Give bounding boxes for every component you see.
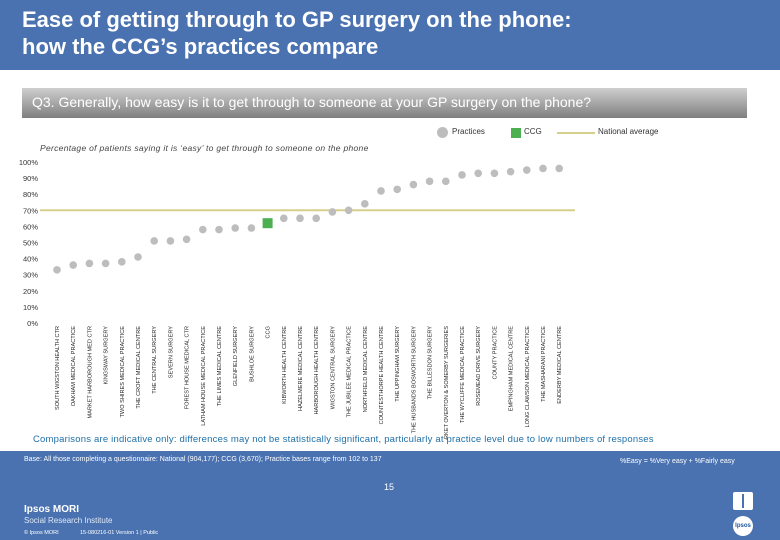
practice-point bbox=[85, 259, 94, 268]
practice-point bbox=[118, 258, 126, 266]
practice-point bbox=[393, 185, 402, 194]
base-text: Base: All those completing a questionnai… bbox=[24, 456, 382, 463]
practice-point bbox=[134, 253, 142, 261]
x-category-label: FOREST HOUSE MEDICAL CTR bbox=[185, 326, 191, 409]
x-category-label: THE MASHARANI PRACTICE bbox=[541, 326, 547, 402]
x-category-label: WIGSTON CENTRAL SURGERY bbox=[330, 326, 336, 409]
page-title: Ease of getting through to GP surgery on… bbox=[22, 7, 572, 59]
practice-point bbox=[182, 235, 191, 244]
copyright-text: © Ipsos MORI bbox=[24, 530, 59, 536]
practice-point bbox=[442, 177, 450, 186]
x-category-label: CCG bbox=[266, 326, 272, 338]
legend-ccg-label: CCG bbox=[524, 127, 542, 136]
legend-practices-marker bbox=[437, 127, 448, 138]
y-tick-label: 20% bbox=[23, 287, 38, 296]
practice-point bbox=[247, 224, 256, 232]
practice-point bbox=[344, 206, 353, 215]
y-tick-label: 70% bbox=[23, 206, 38, 215]
y-tick-label: 90% bbox=[23, 174, 38, 183]
question-banner: Q3. Generally, how easy is it to get thr… bbox=[22, 88, 747, 118]
x-category-label: ROSEMEAD DRIVE SURGERY bbox=[476, 326, 482, 406]
x-category-label: SOUTH WIGSTON HEALTH CTR bbox=[55, 326, 61, 410]
x-category-label: THE JUBILEE MEDICAL PRACTICE bbox=[347, 326, 353, 418]
x-category-label: THE CROFT MEDICAL CENTRE bbox=[136, 326, 142, 409]
practice-point bbox=[425, 177, 434, 186]
practice-point bbox=[377, 187, 385, 195]
x-category-label: THE UPPINGHAM SURGERY bbox=[395, 326, 401, 402]
x-category-label: HARBOROUGH HEALTH CENTRE bbox=[314, 326, 320, 415]
logo-subtitle: Social Research Institute bbox=[24, 516, 113, 525]
version-text: 15-080216-01 Version 1 | Public bbox=[80, 530, 159, 536]
y-tick-label: 30% bbox=[23, 271, 38, 280]
practice-point bbox=[409, 180, 418, 189]
x-category-label: THE LIMES MEDICAL CENTRE bbox=[217, 326, 223, 407]
x-category-label: THE BILLESDON SURGERY bbox=[428, 326, 434, 400]
legend-national-marker bbox=[557, 132, 595, 134]
practice-point bbox=[506, 167, 515, 176]
page-number: 15 bbox=[384, 482, 395, 492]
practice-point bbox=[474, 169, 483, 178]
scatter-chart: 0% 10% 20% 30% 40% 50% 60% 70% 80% 90% 100% SOUTH W… bbox=[19, 158, 575, 440]
practice-point bbox=[199, 225, 207, 234]
x-category-label: MARKET OVERTON & SOMERBY SURGERIES bbox=[444, 326, 450, 440]
x-category-label: LONG CLAWSON MEDICAL PRACTICE bbox=[525, 326, 531, 428]
chart-subtitle: Percentage of patients saying it is ‘eas… bbox=[40, 143, 369, 153]
ccg-marker bbox=[262, 218, 273, 229]
practice-point bbox=[555, 164, 563, 173]
x-category-label: ENDERBY MEDICAL CENTRE bbox=[557, 326, 563, 404]
practice-point bbox=[328, 208, 337, 216]
x-category-label: THE CENTRAL SURGERY bbox=[152, 326, 158, 394]
practice-point bbox=[215, 225, 223, 234]
comparison-note: Comparisons are indicative only: differe… bbox=[33, 434, 654, 445]
practice-point bbox=[312, 214, 321, 223]
x-category-label: EMPINGHAM MEDICAL CENTRE bbox=[509, 326, 515, 412]
x-category-label: OAKHAM MEDICAL PRACTICE bbox=[71, 326, 77, 407]
y-tick-label: 80% bbox=[23, 190, 38, 199]
practice-point bbox=[361, 200, 369, 208]
x-category-label: MARKET HARBOROUGH MED CTR bbox=[87, 326, 93, 419]
x-category-label: LATHAM HOUSE MEDICAL PRACTICE bbox=[201, 326, 207, 426]
x-category-label: KINGSWAY SURGERY bbox=[104, 326, 110, 385]
x-category-label: THE WYCLIFFE MEDICAL PRACTICE bbox=[460, 326, 466, 423]
practice-point bbox=[150, 237, 158, 245]
y-tick-label: 0% bbox=[27, 319, 38, 328]
x-category-label: BUSHLOE SURGERY bbox=[249, 326, 255, 382]
practice-point bbox=[53, 266, 61, 274]
y-tick-label: 40% bbox=[23, 255, 38, 264]
y-tick-label: 60% bbox=[23, 222, 38, 231]
x-category-label: GLENFIELD SURGERY bbox=[233, 326, 239, 386]
x-category-label: COUNTESTHORPE HEALTH CENTRE bbox=[379, 326, 385, 425]
y-tick-label: 10% bbox=[23, 303, 38, 312]
practice-point bbox=[523, 166, 531, 174]
y-tick-label: 100% bbox=[19, 158, 39, 167]
ipsos-mori-logo: Ipsos MORI bbox=[24, 504, 80, 515]
x-category-label: KIBWORTH HEALTH CENTRE bbox=[282, 326, 288, 404]
x-category-label: HAZELMERE MEDICAL CENTRE bbox=[298, 326, 304, 411]
practice-point bbox=[166, 237, 175, 245]
footer-bar bbox=[0, 451, 780, 540]
legend-national-label: National average bbox=[598, 127, 659, 136]
practice-point bbox=[69, 261, 77, 269]
x-category-label: TWO SHIRES MEDICAL PRACTICE bbox=[120, 326, 126, 418]
practice-point bbox=[280, 214, 288, 223]
legend-practices-label: Practices bbox=[452, 127, 485, 136]
practice-point bbox=[296, 214, 304, 223]
legend-ccg-marker bbox=[511, 128, 521, 138]
practice-point bbox=[101, 259, 110, 268]
title-bar: Ease of getting through to GP surgery on… bbox=[0, 0, 780, 70]
x-category-label: NORTHFIELD MEDICAL CENTRE bbox=[363, 326, 369, 413]
y-tick-label: 50% bbox=[23, 239, 38, 248]
x-category-label: SEVERN SURGERY bbox=[168, 326, 174, 378]
x-category-label: COUNTY PRACTICE bbox=[492, 326, 498, 380]
x-category-label: THE HUSBANDS BOSWORTH SURGERY bbox=[411, 326, 417, 434]
practice-point bbox=[231, 224, 239, 232]
practice-point bbox=[490, 169, 499, 178]
easy-definition: %Easy = %Very easy + %Fairly easy bbox=[620, 458, 735, 465]
question-text: Q3. Generally, how easy is it to get thr… bbox=[32, 94, 592, 110]
practice-point bbox=[539, 164, 547, 173]
ipsos-badge-icon: Ipsos bbox=[733, 516, 753, 536]
practice-point bbox=[458, 171, 466, 179]
book-icon bbox=[733, 492, 753, 510]
